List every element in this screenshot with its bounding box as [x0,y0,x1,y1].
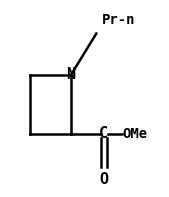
Text: OMe: OMe [123,127,148,141]
Text: N: N [66,67,76,82]
Text: O: O [99,172,108,187]
Text: C: C [99,126,108,141]
Text: Pr-n: Pr-n [102,13,135,27]
